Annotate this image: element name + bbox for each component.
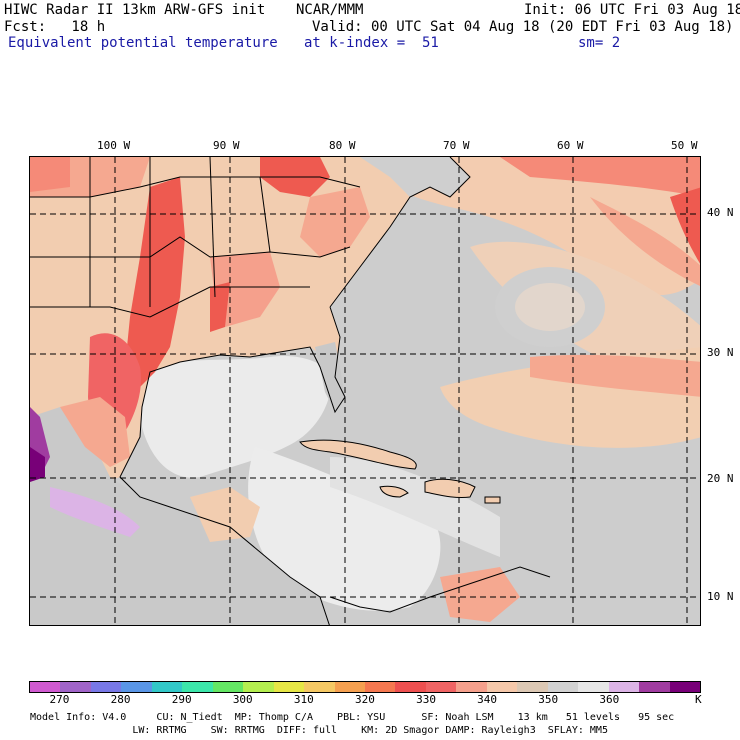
colorbar-tick-label: 350 [538, 693, 559, 706]
colorbar-swatch [608, 682, 640, 692]
colorbar-tick-label: 330 [416, 693, 436, 706]
colorbar-swatch [273, 682, 305, 692]
colorbar-swatch [395, 682, 426, 692]
colorbar-swatch [456, 682, 487, 692]
lon-label-50w: 50 W [671, 139, 698, 152]
theta-e-map [29, 156, 701, 626]
colorbar-swatch [151, 682, 183, 692]
graticule [30, 157, 700, 625]
forecast-hour: Fcst: 18 h [4, 19, 106, 35]
lat-label-10n: 10 N [707, 590, 734, 603]
colorbar-swatch [121, 682, 152, 692]
gulf-of-mexico [139, 356, 500, 611]
colorbar-swatch [212, 682, 244, 692]
colorbar-swatch [486, 682, 518, 692]
colorbar-swatch [639, 682, 670, 692]
colorbar-swatch [334, 682, 365, 692]
model-info-line1: Model Info: V4.0 CU: N_Tiedt MP: Thomp C… [30, 712, 675, 723]
lat-label-40n: 40 N [707, 206, 734, 219]
colorbar-swatch [517, 682, 548, 692]
colorbar-swatch [243, 682, 274, 692]
smoothing-label: sm= 2 [578, 35, 621, 51]
field-name: Equivalent potential temperature [8, 35, 278, 51]
caribbean-islands [299, 439, 501, 504]
lat-label-20n: 20 N [707, 472, 734, 485]
colorbar-swatch [578, 682, 609, 692]
colorbar-tick-label: 320 [355, 693, 375, 706]
colorbar-swatch [30, 682, 61, 692]
colorbar-tick-label: 300 [232, 693, 253, 706]
lon-label-80w: 80 W [329, 139, 356, 152]
lon-label-100w: 100 W [97, 139, 131, 152]
lat-label-30n: 30 N [707, 346, 734, 359]
mexico-central-america [30, 397, 520, 625]
colorbar-swatch [182, 682, 213, 692]
colorbar-tick-label: 270 [49, 693, 70, 706]
lon-label-60w: 60 W [557, 139, 584, 152]
map-canvas [30, 157, 700, 625]
valid-time: Valid: 00 UTC Sat 04 Aug 18 (20 EDT Fri … [312, 19, 734, 35]
colorbar-tick-label: 280 [110, 693, 131, 706]
colorbar-tick-label: 310 [293, 693, 314, 706]
colorbar-swatch [304, 682, 335, 692]
model-info-line2: LW: RRTMG SW: RRTMG DIFF: full KM: 2D Sm… [30, 725, 608, 736]
colorbar-swatch [60, 682, 91, 692]
colorbar-tick-label: K [695, 693, 702, 706]
atlantic-moist-plumes [360, 157, 700, 448]
colorbar-tick-label: 340 [477, 693, 498, 706]
colorbar-swatch [90, 682, 122, 692]
lon-label-70w: 70 W [443, 139, 470, 152]
colorbar-swatch [669, 682, 700, 692]
init-time: Init: 06 UTC Fri 03 Aug 18 [524, 2, 740, 18]
colorbar-swatch [425, 682, 457, 692]
colorbar-tick-label: 290 [171, 693, 192, 706]
level-label: at k-index = 51 [304, 35, 439, 51]
colorbar-swatch [364, 682, 396, 692]
colorbar-tick-label: 360 [599, 693, 620, 706]
coastlines [30, 157, 551, 625]
lon-label-90w: 90 W [213, 139, 240, 152]
colorbar-swatch [547, 682, 579, 692]
producer-label: NCAR/MMM [296, 2, 364, 18]
product-title: HIWC Radar II 13km ARW-GFS init [4, 2, 266, 18]
colorbar [29, 681, 701, 693]
